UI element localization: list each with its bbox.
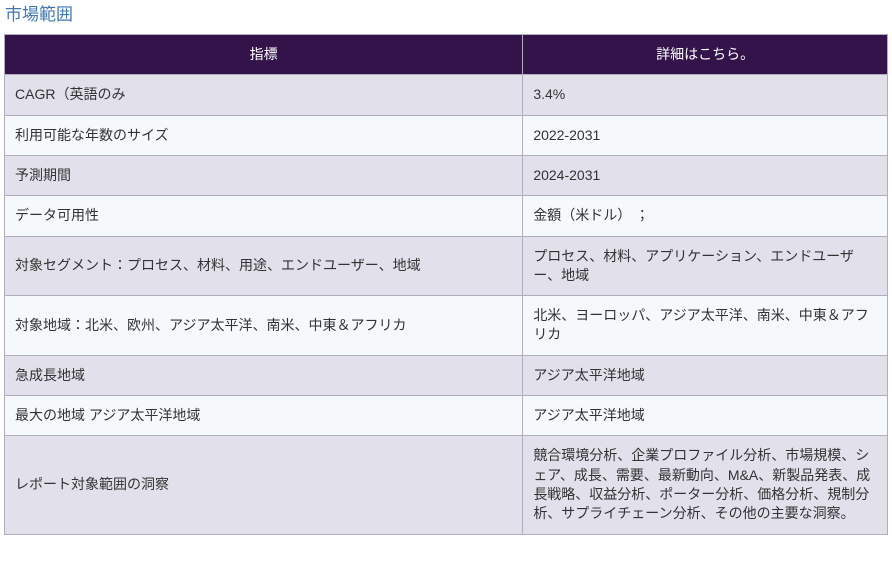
table-row: 最大の地域 アジア太平洋地域 アジア太平洋地域 bbox=[3, 395, 888, 437]
page-title: 市場範囲 bbox=[5, 5, 73, 24]
market-scope-table: 指標 詳細はこちら。 CAGR（英語のみ 3.4% 利用可能な年数のサイズ 20… bbox=[3, 34, 888, 535]
detail-cell: 2022-2031 bbox=[522, 114, 888, 156]
metric-cell: レポート対象範囲の洞察 bbox=[3, 435, 524, 535]
detail-cell: プロセス、材料、アプリケーション、エンドユーザー、地域 bbox=[522, 235, 888, 297]
table-row: 利用可能な年数のサイズ 2022-2031 bbox=[3, 114, 888, 156]
detail-cell: 北米、ヨーロッパ、アジア太平洋、南米、中東＆アフリカ bbox=[522, 295, 888, 356]
metric-cell: 予測期間 bbox=[3, 154, 524, 197]
table-body: CAGR（英語のみ 3.4% 利用可能な年数のサイズ 2022-2031 予測期… bbox=[3, 74, 888, 535]
table-header-metric: 指標 bbox=[3, 34, 524, 76]
table-row: 予測期間 2024-2031 bbox=[3, 154, 888, 197]
metric-cell: 最大の地域 アジア太平洋地域 bbox=[3, 395, 524, 437]
table-row: レポート対象範囲の洞察 競合環境分析、企業プロファイル分析、市場規模、シェア、成… bbox=[3, 435, 888, 535]
detail-cell: 金額（米ドル） ； bbox=[522, 195, 888, 237]
metric-cell: CAGR（英語のみ bbox=[3, 74, 524, 116]
table-row: 急成長地域 アジア太平洋地域 bbox=[3, 354, 888, 397]
page: 市場範囲 指標 詳細はこちら。 CAGR（英語のみ 3.4% 利用可能な年数のサ… bbox=[3, 5, 888, 535]
detail-cell: 2024-2031 bbox=[522, 154, 888, 197]
metric-cell: 利用可能な年数のサイズ bbox=[3, 114, 524, 156]
metric-cell: データ可用性 bbox=[3, 195, 524, 237]
detail-cell: アジア太平洋地域 bbox=[522, 395, 888, 437]
detail-cell: アジア太平洋地域 bbox=[522, 354, 888, 397]
table-row: データ可用性 金額（米ドル） ； bbox=[3, 195, 888, 237]
metric-cell: 対象セグメント：プロセス、材料、用途、エンドユーザー、地域 bbox=[3, 235, 524, 297]
table-header-row: 指標 詳細はこちら。 bbox=[3, 34, 888, 76]
table-header-detail: 詳細はこちら。 bbox=[522, 34, 888, 76]
metric-cell: 急成長地域 bbox=[3, 354, 524, 397]
table-row: CAGR（英語のみ 3.4% bbox=[3, 74, 888, 116]
detail-cell: 競合環境分析、企業プロファイル分析、市場規模、シェア、成長、需要、最新動向、M&… bbox=[522, 435, 888, 535]
metric-cell: 対象地域：北米、欧州、アジア太平洋、南米、中東＆アフリカ bbox=[3, 295, 524, 356]
table-row: 対象地域：北米、欧州、アジア太平洋、南米、中東＆アフリカ 北米、ヨーロッパ、アジ… bbox=[3, 295, 888, 356]
table-row: 対象セグメント：プロセス、材料、用途、エンドユーザー、地域 プロセス、材料、アプ… bbox=[3, 235, 888, 297]
detail-cell: 3.4% bbox=[522, 74, 888, 116]
